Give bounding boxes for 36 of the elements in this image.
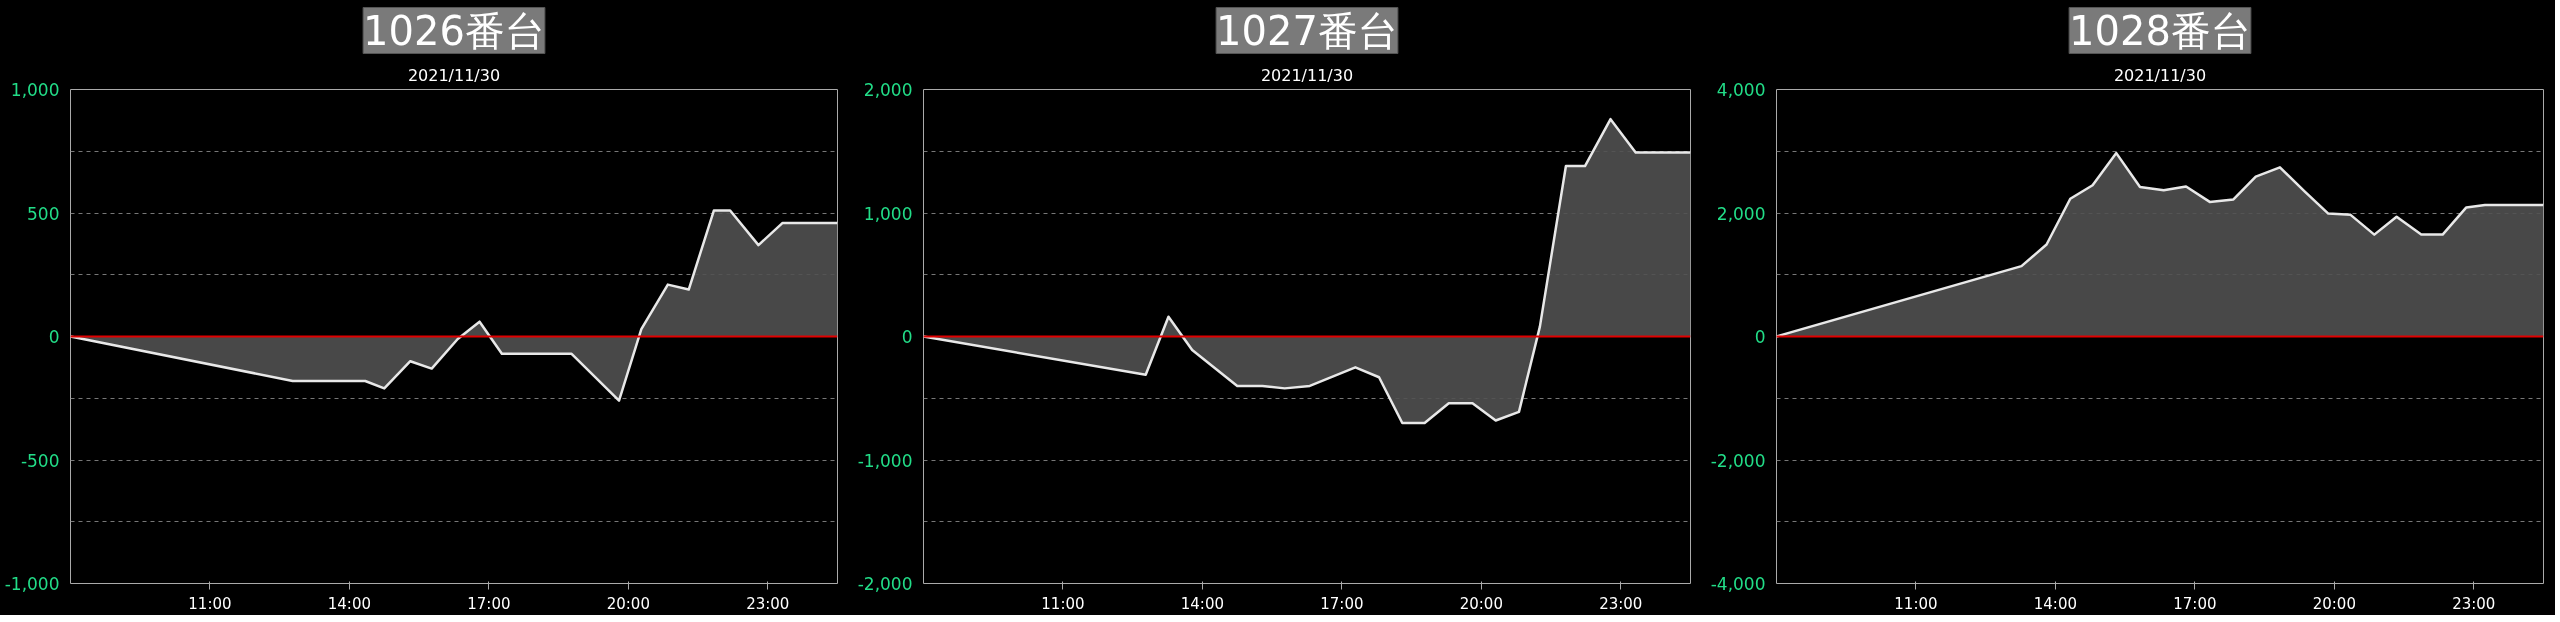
y-tick-label: -2,000 [857,574,913,594]
x-tick-label: 17:00 [2173,594,2217,613]
chart-title: 1027番台 [1216,7,1398,54]
y-tick-label: -500 [20,450,60,471]
x-tick-label: 23:00 [2452,594,2496,613]
y-tick-label: -1,000 [857,450,913,471]
y-tick-label: 0 [901,327,913,347]
y-tick-label: 0 [48,327,60,347]
x-tick-label: 23:00 [1599,594,1643,613]
y-tick-label: -2,000 [1710,450,1766,471]
chart-subtitle: 2021/11/30 [2113,65,2207,85]
x-tick-label: 23:00 [746,594,790,613]
y-tick-label: 0 [1754,327,1766,347]
y-tick-label: 2,000 [863,80,913,100]
x-tick-label: 20:00 [1459,594,1503,613]
x-tick-label: 11:00 [1041,594,1085,613]
x-tick-label: 14:00 [2033,594,2078,613]
x-tick-label: 17:00 [1320,594,1364,613]
chart-title: 1028番台 [2069,7,2251,54]
y-tick-label: 1,000 [10,80,60,100]
chart-subtitle: 2021/11/30 [407,65,501,85]
chart-subtitle: 2021/11/30 [1260,65,1354,85]
y-tick-label: 1,000 [863,203,913,224]
x-tick-label: 17:00 [467,594,511,613]
chart-title: 1026番台 [363,7,545,54]
y-tick-label: 2,000 [1716,203,1766,224]
y-tick-label: 500 [27,203,60,224]
y-tick-label: 4,000 [1716,80,1766,100]
x-tick-label: 20:00 [606,594,650,613]
x-tick-label: 14:00 [327,594,372,613]
x-tick-label: 20:00 [2312,594,2356,613]
x-tick-label: 11:00 [188,594,232,613]
y-tick-label: -1,000 [4,574,60,594]
x-tick-label: 11:00 [1894,594,1938,613]
x-tick-label: 14:00 [1180,594,1225,613]
y-tick-label: -4,000 [1710,574,1766,594]
